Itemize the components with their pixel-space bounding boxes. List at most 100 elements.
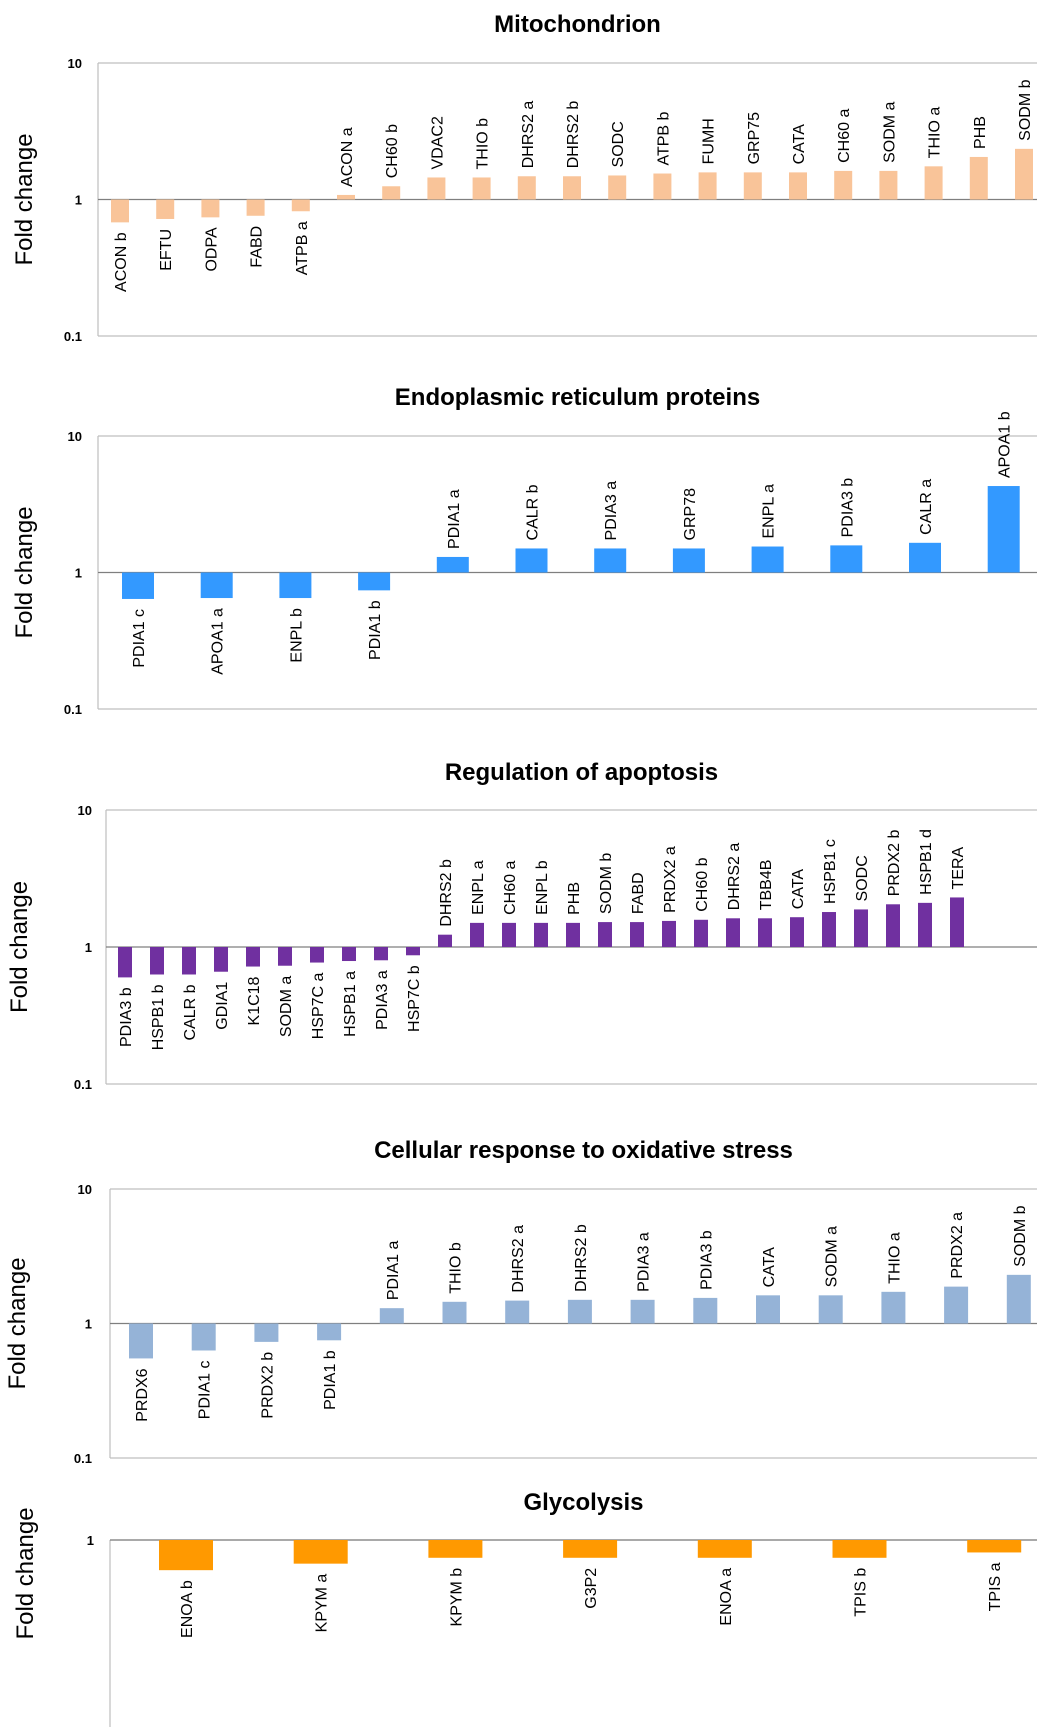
y-tick-label: 10	[78, 1182, 92, 1197]
bar-label: PDIA3 b	[118, 987, 135, 1047]
bar-label: PDIA1 c	[131, 609, 148, 668]
bar	[881, 1291, 906, 1324]
bar-label: HSPB1 c	[822, 839, 839, 904]
bar	[751, 546, 784, 573]
bar	[442, 1301, 467, 1324]
bar	[382, 186, 401, 200]
bar-label: DHRS2 b	[438, 859, 455, 927]
bar-label: K1C18	[246, 976, 263, 1025]
bar	[566, 922, 580, 947]
bar-label: ENPL b	[288, 608, 305, 663]
bar	[515, 548, 548, 573]
chart-title: Cellular response to oxidative stress	[374, 1137, 793, 1164]
bar-label: GRP75	[746, 112, 763, 165]
bar-label: ENOA b	[179, 1580, 196, 1638]
bar-label: ENPL a	[470, 860, 487, 915]
bar	[608, 175, 627, 200]
bar-label: PDIA3 a	[374, 970, 391, 1030]
bar-label: DHRS2 b	[565, 101, 582, 169]
bar	[374, 947, 388, 961]
bar-label: KPYM a	[314, 1574, 331, 1633]
bar	[879, 170, 898, 200]
bar-label: APOA1 a	[210, 608, 227, 675]
bar-label: FABD	[630, 872, 647, 914]
y-axis-label: Fold change	[6, 881, 33, 1013]
bar	[118, 947, 132, 978]
chart-title: Glycolysis	[523, 1489, 643, 1516]
bar-label: HSP7C b	[406, 965, 423, 1032]
bar-label: PRDX2 b	[886, 829, 903, 896]
bar	[909, 542, 941, 573]
bar	[472, 177, 491, 200]
bar-label: ATPB b	[655, 111, 672, 165]
bar	[427, 177, 446, 200]
bar	[1006, 1274, 1031, 1324]
bar	[122, 572, 154, 599]
y-tick-label: 1	[75, 193, 82, 208]
bar-label: FUMH	[701, 118, 718, 164]
chart-panel-5: Glycolysis Fold change 1 ENOA b KPYM a KPYM b…	[12, 1489, 1037, 1727]
bar-label: CATA	[761, 1247, 778, 1288]
bar-label: GDIA1	[214, 982, 231, 1030]
bar	[159, 1540, 213, 1571]
bar	[918, 902, 932, 947]
bar	[436, 556, 469, 573]
bar-label: SODM a	[881, 101, 898, 162]
bar-label: PRDX6	[134, 1368, 151, 1421]
y-tick-label: 0.1	[64, 702, 82, 717]
bar-label: KPYM b	[448, 1568, 465, 1627]
bar-label: DHRS2 a	[520, 101, 537, 169]
bar-label: ENPL a	[761, 484, 778, 539]
y-axis-label: Fold change	[12, 1507, 39, 1639]
bar	[563, 176, 581, 200]
y-axis-label: Fold change	[11, 133, 38, 265]
y-tick-label: 0.1	[74, 1077, 92, 1092]
bar-label: SODM b	[1012, 1205, 1029, 1266]
bar	[200, 572, 233, 599]
chart-title: Regulation of apoptosis	[445, 759, 718, 786]
y-tick-label: 0.1	[64, 329, 82, 344]
bar	[630, 922, 644, 947]
bar-label: G3P2	[583, 1568, 600, 1609]
bar	[818, 1295, 843, 1324]
bar	[987, 486, 1020, 573]
bar	[246, 947, 260, 967]
bar	[201, 199, 220, 218]
bar	[653, 173, 672, 200]
bar-label: VDAC2	[429, 116, 446, 169]
chart-panel-4: Cellular response to oxidative stress Fol…	[4, 1137, 1037, 1466]
bar	[182, 947, 196, 975]
bar-label: CALR a	[918, 479, 935, 535]
bar	[191, 1323, 216, 1351]
bar-label: APOA1 b	[997, 411, 1014, 478]
y-tick-label: 10	[68, 429, 82, 444]
bar-label: PDIA1 b	[367, 600, 384, 660]
bar-label: DHRS2 a	[726, 843, 743, 911]
y-tick-label: 1	[85, 1317, 92, 1332]
bar	[662, 920, 676, 947]
bar-label: ATPB a	[294, 221, 311, 275]
bar	[672, 548, 705, 573]
bar-label: HSPB1 a	[342, 971, 359, 1037]
bar	[246, 199, 265, 216]
bar-label: TPIS a	[987, 1562, 1004, 1611]
bar	[944, 1286, 969, 1324]
bar	[924, 166, 943, 200]
bar	[517, 176, 536, 200]
bar-label: GRP78	[682, 488, 699, 541]
bar	[534, 922, 548, 947]
y-tick-label: 1	[85, 940, 92, 955]
bar	[278, 947, 292, 966]
bar	[834, 170, 853, 200]
bar	[726, 918, 740, 947]
bar-label: SODC	[610, 121, 627, 167]
bar-label: TPIS b	[853, 1568, 870, 1617]
bar-label: ACON b	[113, 232, 130, 292]
bar-label: PDIA3 b	[839, 478, 856, 538]
bar-label: PDIA1 c	[197, 1360, 214, 1419]
bar-label: PHB	[566, 882, 583, 915]
bar	[379, 1308, 404, 1324]
bar-label: SODC	[854, 855, 871, 901]
bar	[150, 947, 164, 975]
